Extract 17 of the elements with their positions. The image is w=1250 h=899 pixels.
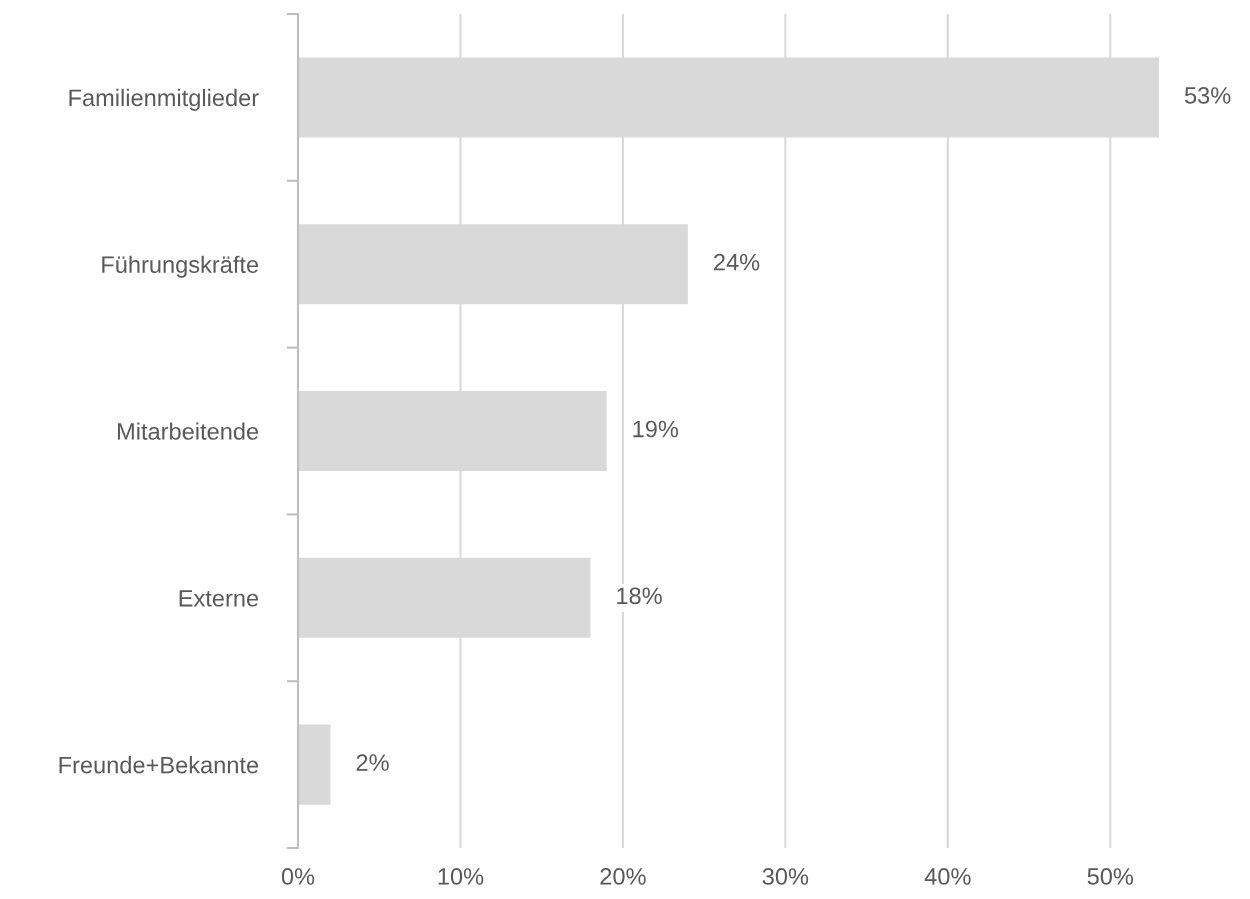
x-tick-label: 50% — [1087, 868, 1134, 885]
data-label: 2% — [356, 754, 389, 771]
y-tick-label: Familienmitglieder — [69, 88, 259, 111]
y-tick-label: Externe — [179, 590, 259, 607]
x-tick-label: 10% — [438, 868, 484, 885]
x-tick-label: 20% — [600, 868, 646, 885]
x-tick-label: 40% — [924, 868, 971, 885]
data-label: 19% — [633, 420, 679, 438]
y-tick-label: Freunde+Bekannte — [59, 756, 259, 774]
y-tick-label: Mitarbeitende — [118, 422, 259, 440]
x-tick-label: 30% — [762, 868, 809, 885]
data-label: 53% — [1184, 87, 1231, 104]
x-tick-label: 0% — [281, 868, 315, 885]
data-label: 24% — [714, 253, 760, 271]
bar — [298, 724, 331, 805]
data-label: 18% — [617, 587, 662, 605]
y-tick-label: Führungskräfte — [102, 255, 259, 278]
